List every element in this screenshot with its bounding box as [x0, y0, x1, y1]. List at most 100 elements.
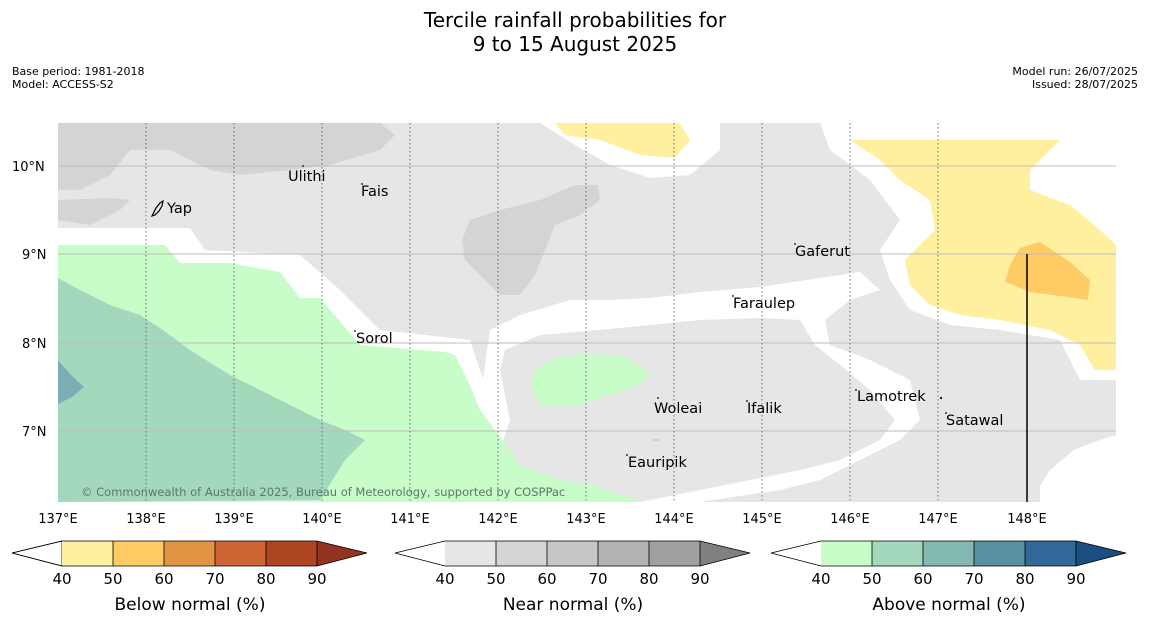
above-normal-tick-80: 80 [1015, 570, 1034, 588]
model-run-text: Model run: 26/07/2025 [1012, 65, 1138, 78]
place-woleai: Woleai [654, 401, 702, 417]
lamotrek-marker [855, 389, 857, 391]
above-normal-swatch-40 [821, 541, 872, 566]
above-normal-over-triangle [1076, 541, 1126, 566]
below-normal-swatch-80 [266, 541, 317, 566]
place-lamotrek: Lamotrek [857, 389, 926, 405]
near-normal-under-triangle [395, 541, 445, 566]
lon-tick-142e: 142°E [478, 512, 518, 527]
lon-tick-144e: 144°E [654, 512, 694, 527]
islet-marker [652, 438, 660, 442]
place-sorol: Sorol [356, 331, 393, 347]
below-normal-swatch-40 [62, 541, 113, 566]
meta-left: Base period: 1981-2018 Model: ACCESS-S2 [12, 65, 144, 91]
near-normal-swatch-80 [649, 541, 700, 566]
lon-tick-labels: 137°E 138°E 139°E 140°E 141°E 142°E 143°… [38, 512, 1047, 527]
place-yap: Yap [166, 201, 192, 217]
below-normal-over-triangle [317, 541, 367, 566]
below-normal-swatch-50 [113, 541, 164, 566]
eauripik-marker [626, 454, 628, 456]
below-normal-tick-50: 50 [103, 570, 122, 588]
near-normal-swatch-50 [496, 541, 547, 566]
near-normal-swatch-70 [598, 541, 649, 566]
meta-right: Model run: 26/07/2025 Issued: 28/07/2025 [1012, 65, 1138, 91]
lat-tick-10n: 10°N [12, 160, 45, 175]
colorbar-above-normal: 40 50 60 70 80 90 Above normal (%) [770, 540, 1127, 615]
yap-island-shape [150, 199, 164, 218]
near-normal-tick-70: 70 [588, 570, 607, 588]
above-normal-40-central [532, 353, 650, 405]
lon-tick-139e: 139°E [214, 512, 254, 527]
above-normal-under-triangle [771, 541, 821, 566]
near-normal-tick-60: 60 [537, 570, 556, 588]
near-normal-50-central [462, 185, 600, 295]
above-normal-tick-90: 90 [1066, 570, 1085, 588]
below-normal-outline [11, 540, 368, 567]
colorbar-below-normal: 40 50 60 70 80 90 Below normal (%) [11, 540, 368, 615]
below-normal-tick-70: 70 [205, 570, 224, 588]
title-line-1: Tercile rainfall probabilities for [423, 8, 727, 32]
lon-tick-141e: 141°E [390, 512, 430, 527]
below-normal-tick-40: 40 [52, 570, 71, 588]
lon-gridlines [145, 123, 939, 502]
above-normal-50-west [58, 278, 365, 502]
near-normal-southeast-patch [925, 385, 1116, 502]
lon-tick-146e: 146°E [830, 512, 870, 527]
lamotrek-east-marker [939, 396, 943, 400]
below-normal-40-north [555, 123, 690, 158]
near-normal-tick-50: 50 [486, 570, 505, 588]
below-normal-swatch-70 [215, 541, 266, 566]
above-normal-swatch-80 [1025, 541, 1076, 566]
lon-tick-138e: 138°E [126, 512, 166, 527]
below-normal-tick-80: 80 [256, 570, 275, 588]
fais-marker [361, 183, 363, 185]
near-normal-tick-40: 40 [435, 570, 454, 588]
lat-tick-9n: 9°N [22, 248, 47, 263]
lat-tick-7n: 7°N [22, 425, 47, 440]
place-fais: Fais [361, 184, 388, 200]
above-normal-tick-50: 50 [862, 570, 881, 588]
near-normal-over-triangle [700, 541, 750, 566]
title-line-2: 9 to 15 August 2025 [472, 32, 678, 56]
issued-text: Issued: 28/07/2025 [1031, 78, 1138, 91]
ifalik-marker [746, 400, 748, 402]
below-normal-40-east [850, 140, 1116, 370]
place-labels: Yap Ulithi Fais Gaferut Faraulep Sorol W… [166, 169, 1003, 471]
below-normal-tick-60: 60 [154, 570, 173, 588]
near-normal-swatch-60 [547, 541, 598, 566]
lon-tick-145e: 145°E [742, 512, 782, 527]
place-ulithi: Ulithi [288, 169, 326, 185]
base-period-text: Base period: 1981-2018 [12, 65, 145, 78]
woleai-marker [657, 397, 659, 399]
above-normal-swatch-60 [923, 541, 974, 566]
place-faraulep: Faraulep [733, 296, 795, 312]
lat-tick-8n: 8°N [22, 337, 47, 352]
above-normal-tick-60: 60 [913, 570, 932, 588]
copyright-notice: © Commonwealth of Australia 2025, Bureau… [81, 485, 565, 499]
near-normal-swatch-40 [445, 541, 496, 566]
above-normal-label: Above normal (%) [872, 595, 1025, 615]
faraulep-marker [732, 295, 734, 297]
below-normal-tick-90: 90 [307, 570, 326, 588]
place-ifalik: Ifalik [747, 401, 782, 417]
above-normal-tick-70: 70 [964, 570, 983, 588]
lon-tick-147e: 147°E [918, 512, 958, 527]
colorbar-near-normal: 40 50 60 70 80 90 Near normal (%) [394, 540, 751, 615]
near-normal-tick-80: 80 [639, 570, 658, 588]
gaferut-marker [794, 243, 796, 245]
place-gaferut: Gaferut [795, 244, 850, 260]
near-normal-outline [394, 540, 751, 567]
model-text: Model: ACCESS-S2 [12, 78, 114, 91]
lat-tick-labels: 10°N 9°N 8°N 7°N [12, 160, 47, 440]
near-normal-50-northwest [58, 123, 395, 190]
lon-tick-137e: 137°E [38, 512, 78, 527]
near-normal-label: Near normal (%) [503, 595, 643, 615]
place-satawal: Satawal [946, 413, 1003, 429]
satawal-marker [945, 412, 947, 414]
ulithi-marker [302, 165, 304, 167]
white-region-southeast [1040, 435, 1116, 502]
above-normal-swatch-50 [872, 541, 923, 566]
below-normal-label: Below normal (%) [115, 595, 266, 615]
chart-title: Tercile rainfall probabilities for 9 to … [0, 8, 1150, 56]
